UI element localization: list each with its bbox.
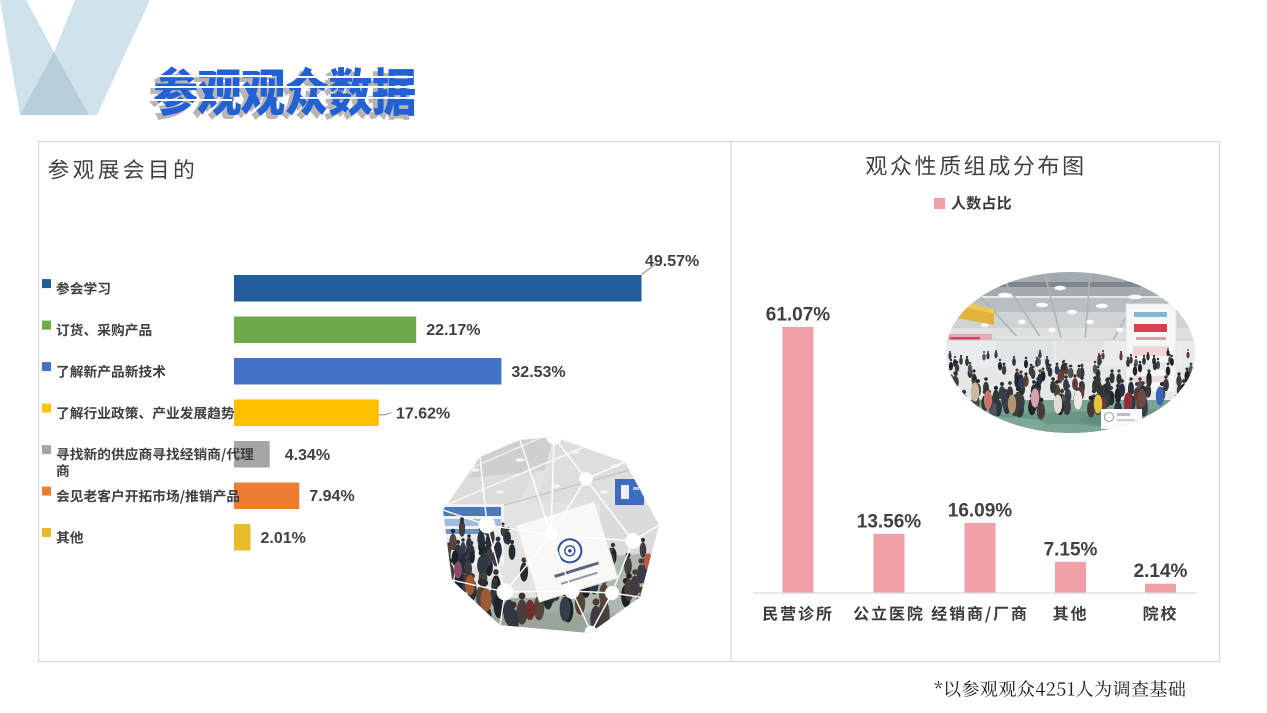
svg-text:2.01%: 2.01% [261, 530, 306, 547]
svg-text:13.56%: 13.56% [857, 511, 922, 532]
svg-text:17.62%: 17.62% [396, 405, 450, 422]
svg-text:22.17%: 22.17% [426, 322, 480, 339]
svg-text:7.15%: 7.15% [1044, 539, 1098, 560]
svg-text:2.14%: 2.14% [1134, 561, 1188, 582]
svg-text:61.07%: 61.07% [766, 305, 831, 326]
svg-text:16.09%: 16.09% [948, 500, 1013, 521]
svg-text:4.34%: 4.34% [285, 447, 330, 464]
svg-text:7.94%: 7.94% [309, 488, 354, 505]
svg-text:32.53%: 32.53% [511, 364, 565, 381]
svg-text:49.57%: 49.57% [645, 253, 699, 270]
